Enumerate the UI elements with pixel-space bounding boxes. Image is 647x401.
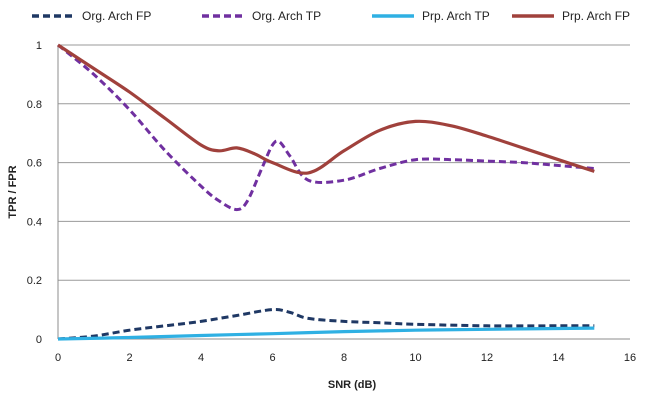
x-tick-label: 16	[624, 352, 636, 364]
x-axis-title: SNR (dB)	[328, 379, 377, 391]
series-line-prp-arch-fp	[57, 43, 595, 175]
x-tick-label: 8	[341, 352, 347, 364]
legend-label-prp-arch-fp: Prp. Arch FP	[562, 9, 630, 23]
y-tick-label: 0.8	[27, 99, 42, 111]
gridlines	[58, 44, 630, 281]
x-tick-label: 10	[409, 352, 421, 364]
legend-label-org-arch-tp: Org. Arch TP	[252, 9, 321, 23]
legend-label-org-arch-fp: Org. Arch FP	[82, 9, 151, 23]
legend-label-prp-arch-tp: Prp. Arch TP	[422, 9, 490, 23]
y-tick-label: 1	[36, 40, 42, 52]
x-tick-label: 4	[198, 352, 204, 364]
y-tick-label: 0	[36, 334, 42, 346]
y-axis-title: TPR / FPR	[7, 165, 19, 218]
x-tick-label: 0	[55, 352, 61, 364]
series-line-prp-arch-tp	[57, 326, 595, 341]
x-tick-label: 14	[552, 352, 564, 364]
axes	[57, 45, 630, 340]
x-tick-label: 12	[481, 352, 493, 364]
tick-labels: 00.20.40.60.810 2 4 6 8 10 12 14 16	[27, 40, 636, 364]
data-series	[57, 43, 595, 341]
series-line-org-arch-fp	[57, 308, 595, 341]
x-tick-label: 2	[126, 352, 132, 364]
y-tick-label: 0.6	[27, 158, 42, 170]
x-tick-label: 6	[269, 352, 275, 364]
y-tick-label: 0.4	[27, 216, 42, 228]
series-line-org-arch-tp	[57, 43, 595, 212]
legend: Org. Arch FP Org. Arch TP Prp. Arch TP Prp.…	[32, 9, 630, 23]
y-tick-label: 0.2	[27, 275, 42, 287]
